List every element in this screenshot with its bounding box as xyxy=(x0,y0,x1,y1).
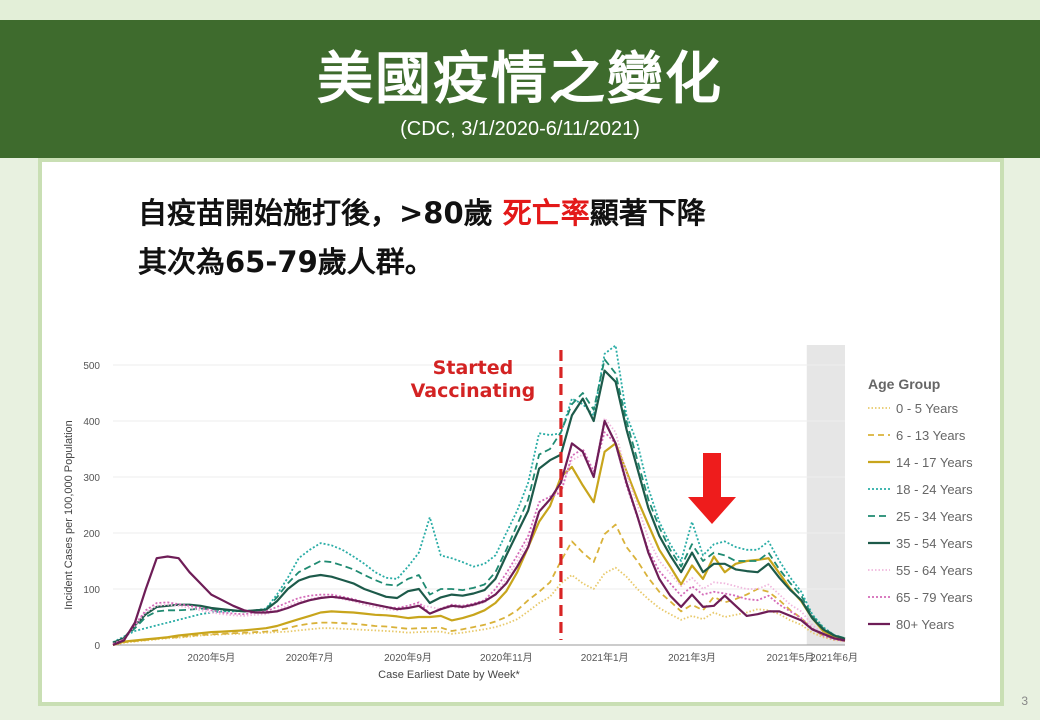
x-tick-label: 2021年6月 xyxy=(810,651,858,664)
legend-title: Age Group xyxy=(868,376,940,392)
page-number: 3 xyxy=(1021,694,1028,708)
y-tick-label: 500 xyxy=(83,361,100,372)
y-axis-title: Incident Cases per 100,000 Population xyxy=(63,420,75,610)
x-tick-label: 2021年3月 xyxy=(668,651,716,664)
legend-label: 6 - 13 Years xyxy=(896,428,966,443)
x-tick-label: 2020年9月 xyxy=(384,651,432,664)
top-strip xyxy=(0,0,1040,20)
y-tick-label: 100 xyxy=(83,585,100,596)
legend-label: 35 - 54 Years xyxy=(896,536,973,551)
x-tick-label: 2020年5月 xyxy=(187,651,235,664)
body-line-1-end: 顯著下降 xyxy=(589,196,706,230)
y-tick-label: 400 xyxy=(83,417,100,428)
x-tick-label: 2021年1月 xyxy=(581,651,629,664)
body-line-1: 自疫苗開始施打後，>80歲 死亡率顯著下降 xyxy=(138,190,706,232)
x-tick-label: 2020年11月 xyxy=(480,651,533,664)
body-line-1-highlight: 死亡率 xyxy=(502,196,590,230)
page-subtitle: (CDC, 3/1/2020-6/11/2021) xyxy=(400,118,640,140)
down-arrow-icon xyxy=(688,453,736,524)
legend-label: 80+ Years xyxy=(896,617,955,632)
x-tick-label: 2021年5月 xyxy=(766,651,814,664)
body-line-2: 其次為65-79歲人群。 xyxy=(138,245,434,279)
header-banner xyxy=(0,20,1040,158)
legend-label: 14 - 17 Years xyxy=(896,455,973,470)
x-tick-label: 2020年7月 xyxy=(286,651,334,664)
body-line-1-start: 自疫苗開始施打後，>80歲 xyxy=(138,196,503,230)
y-tick-label: 0 xyxy=(94,641,100,652)
series-line xyxy=(112,419,846,647)
legend-label: 25 - 34 Years xyxy=(896,509,973,524)
legend-label: 0 - 5 Years xyxy=(896,401,959,416)
vaccination-label: Vaccinating xyxy=(411,380,536,402)
legend-label: 55 - 64 Years xyxy=(896,563,973,578)
page-title: 美國疫情之變化 xyxy=(317,47,723,112)
series-line xyxy=(112,369,846,644)
y-tick-label: 300 xyxy=(83,473,100,484)
y-tick-label: 200 xyxy=(83,529,100,540)
incomplete-data-shade xyxy=(806,345,845,645)
series-line xyxy=(112,523,846,646)
x-axis-title: Case Earliest Date by Week* xyxy=(378,669,520,681)
series-line xyxy=(112,442,846,647)
legend-label: 18 - 24 Years xyxy=(896,482,973,497)
legend-label: 65 - 79 Years xyxy=(896,590,973,605)
vaccination-label: Started xyxy=(433,357,514,379)
